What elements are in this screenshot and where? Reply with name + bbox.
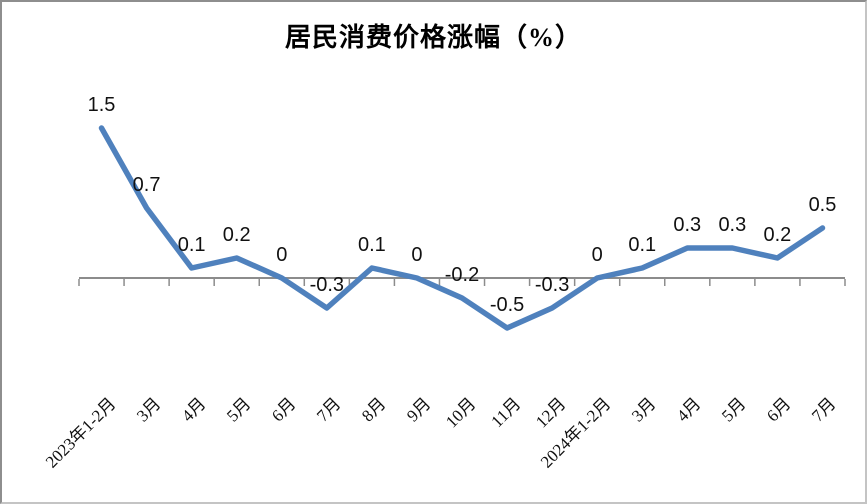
data-label: 1.5 <box>87 94 116 116</box>
data-label: -0.2 <box>444 264 480 286</box>
data-label: 0 <box>591 244 603 266</box>
data-label: 0.3 <box>718 214 747 236</box>
data-label: 0.1 <box>357 234 386 256</box>
data-label: 0.5 <box>808 194 837 216</box>
data-label: 0.1 <box>177 234 206 256</box>
data-label: 0.1 <box>628 234 657 256</box>
data-label: 0 <box>276 244 288 266</box>
data-label: -0.5 <box>489 294 525 316</box>
cpi-series-line <box>98 125 826 331</box>
data-label: 0.2 <box>763 224 792 246</box>
data-label: -0.3 <box>534 274 570 296</box>
data-label: 0.7 <box>132 174 161 196</box>
chart-title: 居民消费价格涨幅（%） <box>284 23 582 52</box>
data-label: -0.3 <box>309 274 345 296</box>
data-label: 0.3 <box>673 214 702 236</box>
data-label: 0.2 <box>222 224 251 246</box>
data-label: 0 <box>411 244 423 266</box>
